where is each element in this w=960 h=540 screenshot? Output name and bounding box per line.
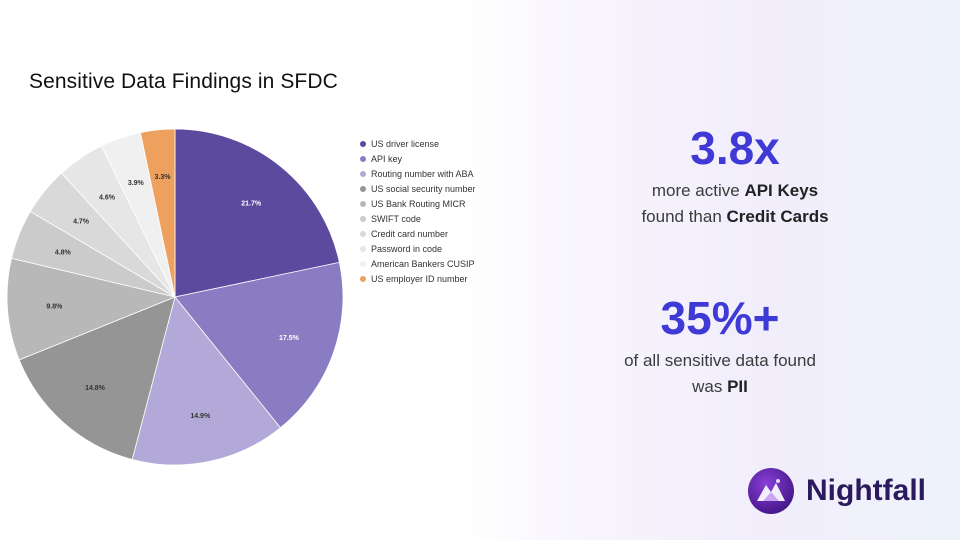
legend-swatch-2: [360, 170, 366, 177]
stat-pii-line2-text: was: [692, 377, 728, 396]
legend-swatch-7: [360, 245, 366, 252]
legend-label-6: Credit card number: [371, 228, 449, 239]
chart-title: Sensitive Data Findings in SFDC: [29, 70, 338, 93]
legend-swatch-8: [360, 260, 366, 267]
legend-item-5: SWIFT code: [360, 211, 476, 226]
stat-api-keys-line1-text: more active: [651, 181, 745, 200]
pie-slice-label-9: 3.3%: [154, 174, 171, 181]
legend-item-1: API key: [360, 151, 476, 166]
pie-slice-label-2: 14.9%: [190, 413, 211, 420]
legend-item-0: US driver license: [360, 136, 476, 151]
brand: Nightfall: [748, 468, 926, 514]
pie-slice-label-1: 17.5%: [279, 335, 300, 342]
legend-item-9: US employer ID number: [360, 271, 476, 286]
legend-label-1: API key: [371, 153, 403, 164]
pie-slice-1: [174, 261, 344, 429]
stat-api-keys-line1: more active API Keys: [600, 178, 870, 204]
legend-swatch-3: [360, 185, 366, 192]
legend-label-7: Password in code: [371, 243, 443, 254]
legend-label-4: US Bank Routing MICR: [371, 198, 466, 209]
legend-label-3: US social security number: [371, 183, 476, 194]
legend-label-5: SWIFT code: [371, 213, 421, 224]
stat-api-keys-value: 3.8x: [690, 122, 780, 174]
stat-api-keys-line2-text: found than: [641, 207, 727, 226]
legend-item-4: US Bank Routing MICR: [360, 196, 476, 211]
legend-swatch-9: [360, 275, 366, 282]
stat-pii: 35%+ of all sensitive data found was PII: [585, 288, 855, 400]
stat-api-keys-line2: found than Credit Cards: [600, 204, 870, 230]
nightfall-logo-icon: [748, 468, 794, 514]
stat-pii-line2: was PII: [585, 374, 855, 400]
legend-label-2: Routing number with ABA: [371, 168, 474, 179]
legend-item-6: Credit card number: [360, 226, 476, 241]
pie-slice-label-4: 9.8%: [46, 304, 63, 311]
chart-legend: US driver license API key Routing number w…: [360, 136, 476, 286]
pie-slice-9: [139, 128, 176, 298]
pie-slice-label-0: 21.7%: [241, 201, 262, 208]
pie-slice-label-7: 4.6%: [99, 194, 116, 201]
legend-item-8: American Bankers CUSIP: [360, 256, 476, 271]
pie-slice-label-3: 14.8%: [85, 385, 106, 392]
legend-label-0: US driver license: [371, 138, 440, 149]
legend-swatch-4: [360, 200, 366, 207]
legend-item-7: Password in code: [360, 241, 476, 256]
legend-swatch-0: [360, 140, 366, 147]
stat-api-keys-line2-bold: Credit Cards: [726, 207, 829, 226]
stat-pii-line2-bold: PII: [727, 377, 748, 396]
stat-api-keys-line1-bold: API Keys: [744, 181, 819, 200]
legend-swatch-1: [360, 155, 366, 162]
legend-label-8: American Bankers CUSIP: [371, 258, 475, 269]
legend-swatch-6: [360, 230, 366, 237]
pie-slice-label-5: 4.8%: [55, 249, 72, 256]
brand-name: Nightfall: [806, 474, 926, 507]
stat-pii-value: 35%+: [660, 292, 780, 344]
pie-slice-2: [131, 296, 282, 466]
legend-swatch-5: [360, 215, 366, 222]
pie-slice-label-8: 3.9%: [128, 180, 145, 187]
legend-label-9: US employer ID number: [371, 273, 468, 284]
pie-slice-0: [174, 128, 340, 298]
pie-slice-4: [6, 257, 177, 361]
pie-slice-label-6: 4.7%: [73, 218, 90, 225]
legend-item-2: Routing number with ABA: [360, 166, 476, 181]
legend-item-3: US social security number: [360, 181, 476, 196]
pie-slice-3: [18, 296, 176, 460]
stat-api-keys: 3.8x more active API Keys found than Cre…: [600, 118, 870, 230]
stat-pii-line1: of all sensitive data found: [624, 351, 816, 370]
